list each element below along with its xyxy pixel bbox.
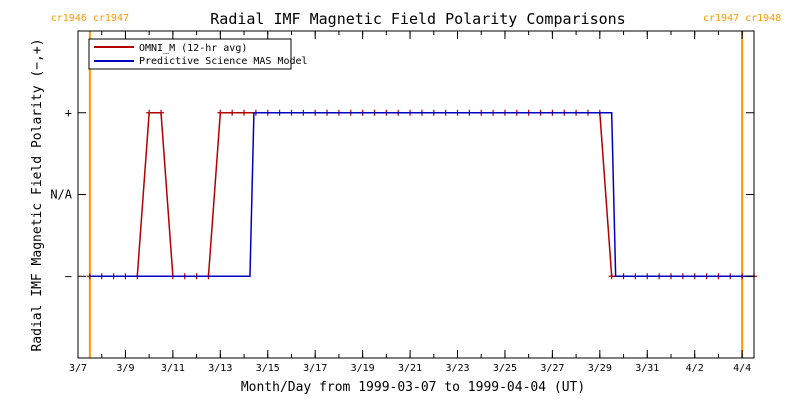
x-tick-label-8: 3/23 <box>445 363 469 374</box>
x-tick-label-1: 3/9 <box>116 363 134 374</box>
carrington-label-left-0: cr1946 <box>51 13 87 24</box>
legend: OMNI_M (12-hr avg) Predictive Science MA… <box>88 38 308 70</box>
y-axis-label: Radial IMF Magnetic Field Polarity (−,+) <box>30 38 45 351</box>
y-axis: − N/A + <box>50 106 754 283</box>
plot-frame <box>77 30 755 359</box>
x-tick-label-9: 3/25 <box>493 363 517 374</box>
carrington-label-right-1: cr1948 <box>745 13 781 24</box>
carrington-label-right-0: cr1947 <box>93 13 129 24</box>
y-tick-label-2: + <box>65 106 72 120</box>
legend-label-omni: OMNI_M (12-hr avg) <box>139 43 247 54</box>
chart-title: Radial IMF Magnetic Field Polarity Compa… <box>210 10 625 28</box>
x-tick-label-10: 3/27 <box>540 363 564 374</box>
x-tick-label-12: 3/31 <box>635 363 659 374</box>
x-tick-label-14: 4/4 <box>733 363 751 374</box>
series-0-point-6 <box>158 109 165 116</box>
legend-box <box>88 38 292 70</box>
series-line-1 <box>89 112 754 277</box>
x-tick-label-5: 3/17 <box>303 363 327 374</box>
x-tick-label-0: 3/7 <box>69 363 87 374</box>
x-tick-label-6: 3/19 <box>351 363 375 374</box>
series-0-point-5 <box>146 109 153 116</box>
legend-label-mas: Predictive Science MAS Model <box>139 56 308 67</box>
carrington-label-left-1: cr1947 <box>703 13 739 24</box>
series-line-0 <box>89 112 754 277</box>
x-tick-label-3: 3/13 <box>208 363 232 374</box>
series-0-point-12 <box>229 109 236 116</box>
x-tick-label-7: 3/21 <box>398 363 422 374</box>
series-0-point-11 <box>217 109 224 116</box>
x-axis-label: Month/Day from 1999-03-07 to 1999-04-04 … <box>241 380 585 395</box>
series-0-point-13 <box>241 109 248 116</box>
x-tick-label-11: 3/29 <box>588 363 612 374</box>
x-tick-label-13: 4/2 <box>686 363 704 374</box>
y-tick-label-1: N/A <box>50 188 72 202</box>
x-axis: 3/7 3/9 3/11 3/13 3/15 3/17 3/19 3/21 3/23 3/25 3/… <box>69 31 751 374</box>
x-tick-label-4: 3/15 <box>256 363 280 374</box>
x-tick-label-2: 3/11 <box>161 363 185 374</box>
series-layer <box>86 109 757 280</box>
carrington-rotation-markers: cr1946 cr1947 cr1947 cr1948 <box>51 13 781 358</box>
y-tick-label-0: − <box>65 269 72 283</box>
series-0-point-44 <box>608 273 615 280</box>
